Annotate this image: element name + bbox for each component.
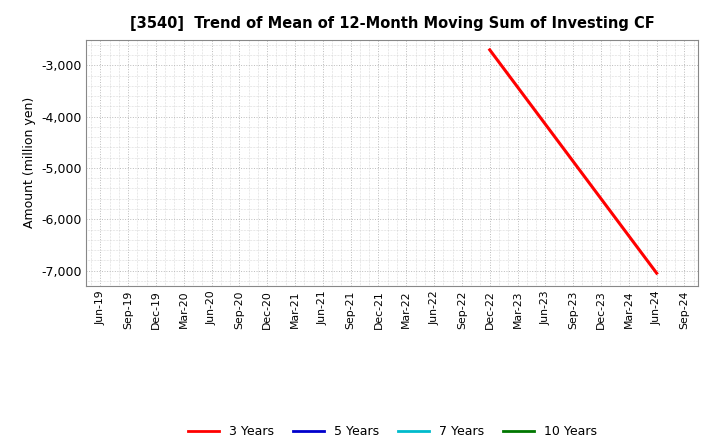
Title: [3540]  Trend of Mean of 12-Month Moving Sum of Investing CF: [3540] Trend of Mean of 12-Month Moving … [130, 16, 654, 32]
Y-axis label: Amount (million yen): Amount (million yen) [23, 97, 36, 228]
Legend: 3 Years, 5 Years, 7 Years, 10 Years: 3 Years, 5 Years, 7 Years, 10 Years [183, 420, 602, 440]
